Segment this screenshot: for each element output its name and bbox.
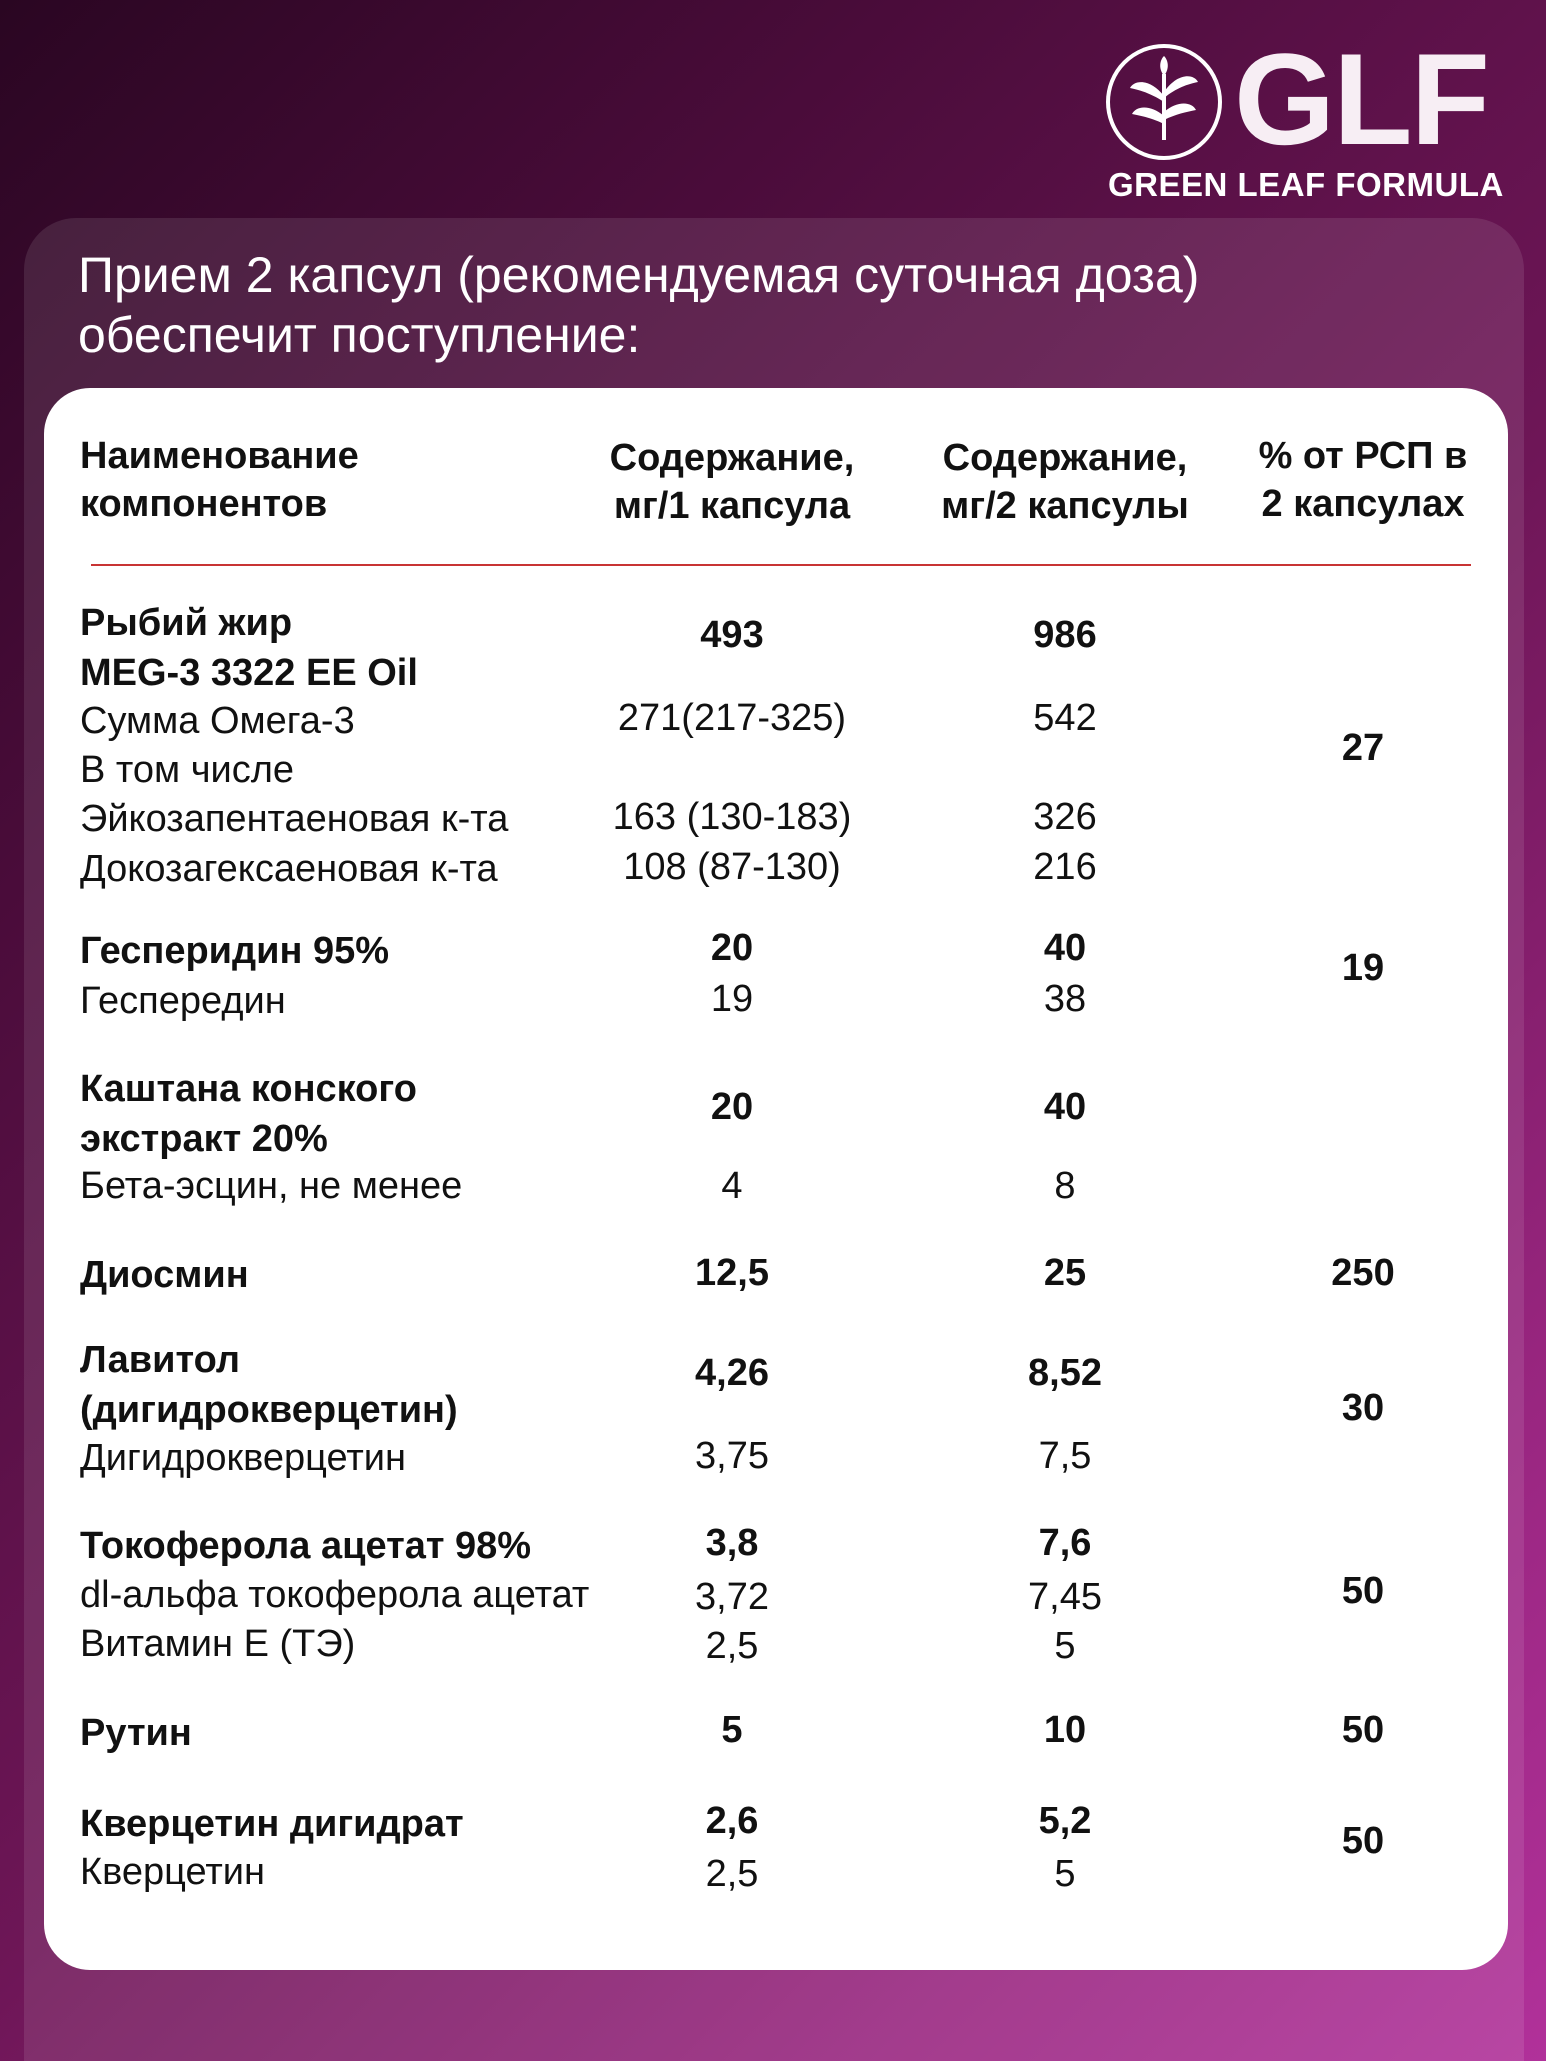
quercetin-dihydrate-rsp-percent: 50 [1341, 1820, 1385, 1862]
header-per-capsule: Содержание, мг/1 капсула [582, 434, 882, 530]
rutin-name: Рутин [80, 1712, 192, 1754]
dha-label: Докозагексаеновая к-та [80, 848, 498, 890]
tocopherol-per-capsule: 3,8 [705, 1522, 759, 1564]
header-per-2-capsules: Содержание, мг/2 капсулы [915, 434, 1215, 530]
tocopherol-name: Токоферола ацетат 98% [80, 1525, 532, 1567]
fish-oil-name: Рыбий жир MEG-3 3322 EE Oil [80, 598, 418, 698]
including-label: В том числе [80, 749, 295, 791]
lavitol-per-capsule: 4,26 [695, 1352, 769, 1394]
beta-escin-label: Бета-эсцин, не менее [80, 1165, 463, 1207]
dihydroquercetin-per-2-capsules: 7,5 [1038, 1435, 1092, 1477]
beta-escin-per-capsule: 4 [721, 1165, 743, 1207]
rutin-rsp-percent: 50 [1341, 1709, 1385, 1751]
epa-per-2-capsules: 326 [1033, 796, 1097, 838]
header-component-line2: компонентов [80, 483, 328, 525]
chestnut-name-line1: Каштана конского [80, 1068, 417, 1110]
fish-oil-per-capsule: 493 [700, 614, 764, 656]
dl-alpha-tocopherol-per-capsule: 3,72 [695, 1576, 769, 1618]
page-title: Прием 2 капсул (рекомендуемая суточная д… [78, 245, 1378, 365]
quercetin-label: Кверцетин [80, 1851, 265, 1893]
vitamin-e-per-capsule: 2,5 [705, 1625, 759, 1667]
lavitol-name-line2: (дигидрокверцетин) [80, 1389, 458, 1431]
header-divider [91, 564, 1471, 566]
hesperidin-sub-per-2-capsules: 38 [1043, 978, 1087, 1020]
hesperidin-sub-label: Геспередин [80, 980, 286, 1022]
omega3-sum-per-2-capsules: 542 [1033, 697, 1097, 739]
lavitol-per-2-capsules: 8,52 [1028, 1352, 1102, 1394]
quercetin-per-capsule: 2,5 [705, 1853, 759, 1895]
fish-oil-name-line1: Рыбий жир [80, 602, 293, 644]
tocopherol-per-2-capsules: 7,6 [1038, 1522, 1092, 1564]
brand-logo: GLF GREEN LEAF FORMULA [1106, 34, 1503, 203]
dl-alpha-tocopherol-label: dl-альфа токоферола ацетат [80, 1574, 590, 1616]
chestnut-name-line2: экстракт 20% [80, 1118, 328, 1160]
dl-alpha-tocopherol-per-2-capsules: 7,45 [1028, 1576, 1102, 1618]
diosmin-name: Диосмин [80, 1254, 249, 1296]
tocopherol-rsp-percent: 50 [1341, 1570, 1385, 1612]
chestnut-per-2-capsules: 40 [1043, 1086, 1087, 1128]
header-rsp-percent-line2: 2 капсулах [1261, 483, 1465, 525]
leaf-emblem-icon [1106, 44, 1222, 160]
dihydroquercetin-label: Дигидрокверцетин [80, 1437, 406, 1479]
header-component-line1: Наименование [80, 435, 359, 477]
dihydroquercetin-per-capsule: 3,75 [695, 1435, 769, 1477]
chestnut-name: Каштана конского экстракт 20% [80, 1064, 417, 1164]
dha-per-capsule: 108 (87-130) [623, 846, 841, 888]
brand-name: GLF [1234, 26, 1490, 172]
hesperidin-per-capsule: 20 [710, 927, 754, 969]
chestnut-per-capsule: 20 [710, 1086, 754, 1128]
page-title-line1: Прием 2 капсул (рекомендуемая суточная д… [78, 247, 1200, 303]
vitamin-e-per-2-capsules: 5 [1054, 1625, 1076, 1667]
header-component: Наименование компонентов [80, 432, 359, 528]
quercetin-dihydrate-per-2-capsules: 5,2 [1038, 1800, 1092, 1842]
diosmin-per-capsule: 12,5 [695, 1252, 769, 1294]
composition-table: Наименование компонентов Содержание, мг/… [44, 388, 1508, 1970]
epa-per-capsule: 163 (130-183) [612, 796, 852, 838]
header-per-capsule-line1: Содержание, [609, 437, 855, 479]
fish-oil-rsp-percent: 27 [1341, 727, 1385, 769]
hesperidin-sub-per-capsule: 19 [710, 978, 754, 1020]
header-rsp-percent: % от РСП в 2 капсулах [1243, 432, 1483, 528]
quercetin-dihydrate-per-capsule: 2,6 [705, 1800, 759, 1842]
hesperidin-rsp-percent: 19 [1341, 947, 1385, 989]
header-per-2-capsules-line1: Содержание, [942, 437, 1188, 479]
rutin-per-2-capsules: 10 [1043, 1709, 1087, 1751]
omega3-sum-per-capsule: 271(217-325) [617, 697, 847, 739]
lavitol-name: Лавитол (дигидрокверцетин) [80, 1335, 458, 1435]
quercetin-per-2-capsules: 5 [1054, 1853, 1076, 1895]
quercetin-dihydrate-name: Кверцетин дигидрат [80, 1803, 464, 1845]
header-rsp-percent-line1: % от РСП в [1258, 435, 1468, 477]
epa-label: Эйкозапентаеновая к-та [80, 798, 509, 840]
header-per-2-capsules-line2: мг/2 капсулы [941, 485, 1189, 527]
rutin-per-capsule: 5 [721, 1709, 743, 1751]
header-per-capsule-line2: мг/1 капсула [613, 485, 851, 527]
lavitol-rsp-percent: 30 [1341, 1387, 1385, 1429]
fish-oil-name-line2: MEG-3 3322 EE Oil [80, 652, 418, 694]
hesperidin-per-2-capsules: 40 [1043, 927, 1087, 969]
lavitol-name-line1: Лавитол [80, 1339, 240, 1381]
omega3-sum-label: Сумма Омега-3 [80, 700, 355, 742]
vitamin-e-label: Витамин Е (ТЭ) [80, 1623, 356, 1665]
dha-per-2-capsules: 216 [1033, 846, 1097, 888]
hesperidin-name: Гесперидин 95% [80, 930, 390, 972]
page-title-line2: обеспечит поступление: [78, 307, 641, 363]
fish-oil-per-2-capsules: 986 [1033, 614, 1097, 656]
diosmin-rsp-percent: 250 [1331, 1252, 1395, 1294]
diosmin-per-2-capsules: 25 [1043, 1252, 1087, 1294]
brand-tagline: GREEN LEAF FORMULA [1108, 166, 1504, 203]
beta-escin-per-2-capsules: 8 [1054, 1165, 1076, 1207]
